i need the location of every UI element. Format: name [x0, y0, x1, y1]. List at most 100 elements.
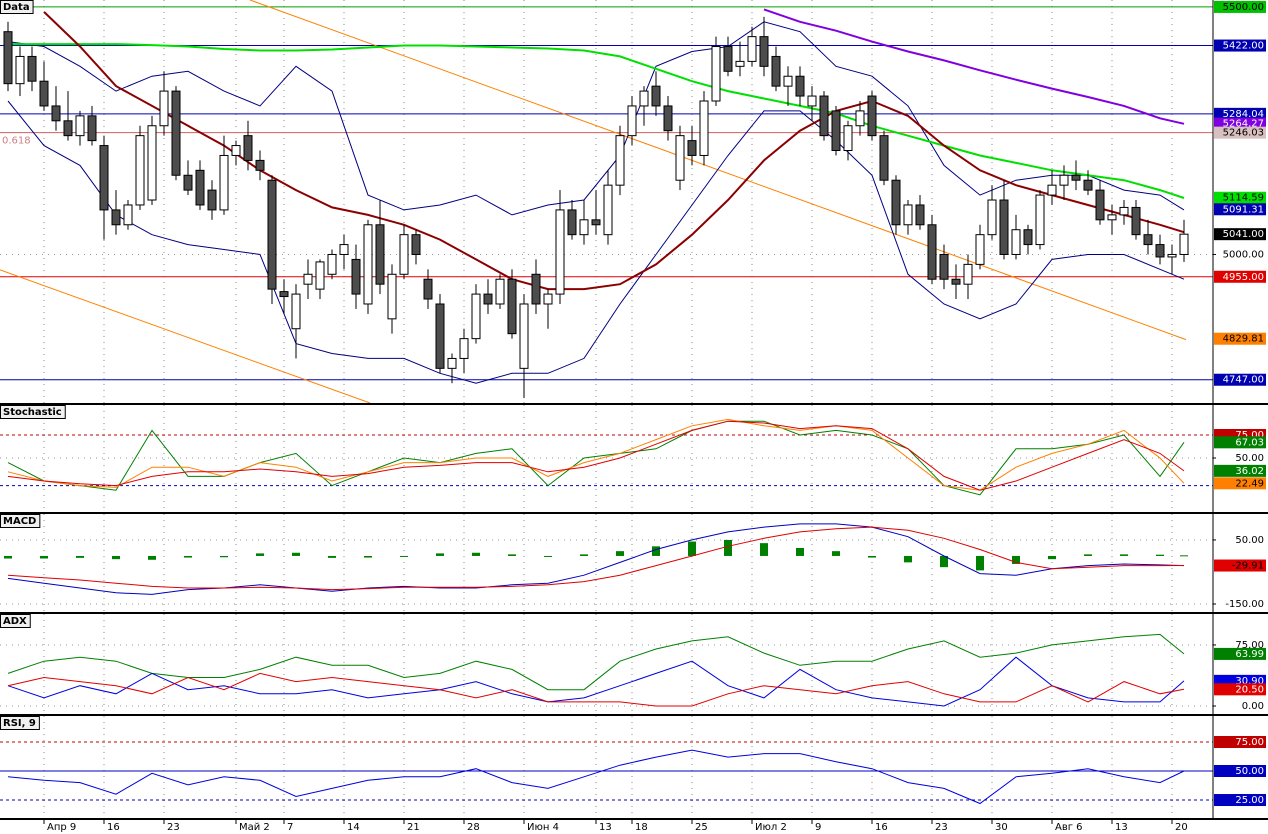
candle-body	[351, 258, 361, 295]
candle-body	[651, 85, 661, 107]
candle-body	[771, 55, 781, 87]
histogram-bar	[436, 553, 445, 556]
candle-body	[243, 135, 253, 161]
indicator-line	[7, 656, 1185, 707]
candle-body	[975, 234, 985, 265]
candle-body	[699, 100, 709, 156]
candle-body	[759, 36, 769, 67]
candle-body	[207, 189, 217, 211]
candle-body	[603, 184, 613, 236]
candle-body	[1179, 233, 1189, 255]
candle-body	[843, 125, 853, 152]
y-tick-label: 50.00	[1235, 535, 1264, 546]
candle-body	[459, 338, 469, 359]
panel-title: ADX	[3, 616, 27, 627]
candle-body	[783, 75, 793, 87]
histogram-bar	[364, 555, 373, 558]
histogram-bar	[580, 554, 588, 556]
histogram-bar	[328, 555, 337, 558]
price-tag	[1214, 464, 1266, 477]
price-tag-label: 5500.00	[1223, 2, 1264, 13]
histogram-bar	[1047, 555, 1056, 560]
candle-body	[171, 90, 181, 176]
price-tag-label: 5264.27	[1223, 119, 1264, 130]
candle-body	[267, 179, 277, 290]
price-tag-label: 4747.00	[1223, 375, 1264, 386]
x-tick-label: Июн 4	[527, 822, 559, 833]
candle-body	[387, 273, 397, 320]
price-tag	[1214, 39, 1266, 52]
price-tag-label: 75.00	[1235, 430, 1264, 441]
indicator-line	[7, 523, 1185, 595]
candle-body	[795, 75, 805, 97]
candle-body	[927, 224, 937, 280]
indicator-line	[7, 420, 1185, 496]
histogram-bar	[256, 553, 265, 556]
indicator-line	[7, 420, 1185, 491]
price-tag-label: 4955.00	[1223, 272, 1264, 283]
candle-body	[99, 145, 109, 211]
candle-body	[939, 253, 949, 280]
candle-body	[831, 110, 841, 152]
candle-body	[219, 154, 229, 211]
candle-body	[87, 115, 97, 142]
x-tick-label: 20	[1175, 822, 1188, 833]
histogram-bar	[1155, 554, 1164, 556]
indicator-line	[7, 526, 1185, 591]
candle-body	[687, 140, 697, 156]
price-tag	[1214, 647, 1266, 660]
histogram-bar	[795, 547, 804, 556]
histogram-bar	[831, 551, 840, 556]
candle-body	[39, 80, 49, 107]
candle-body	[291, 293, 301, 330]
price-tag	[1214, 117, 1266, 130]
histogram-bar	[76, 555, 85, 558]
price-tag-label: 22.49	[1235, 478, 1264, 489]
price-tag-label: 50.00	[1235, 766, 1264, 777]
x-tick-label: 25	[695, 822, 708, 833]
candle-body	[1047, 184, 1057, 196]
price-tag	[1214, 765, 1266, 778]
candle-body	[819, 95, 829, 137]
candle-body	[111, 209, 121, 226]
panel-title-box	[0, 614, 31, 628]
overlay-line	[7, 21, 1185, 216]
candle-body	[411, 234, 421, 255]
panel	[0, 716, 1213, 818]
histogram-bar	[939, 555, 948, 568]
indicator-line	[7, 633, 1185, 691]
price-tag	[1214, 107, 1266, 120]
candle-body	[1059, 174, 1069, 186]
y-tick-label: 5000.00	[1223, 249, 1264, 260]
histogram-bar	[1083, 554, 1092, 556]
price-tag-label: 20.50	[1235, 684, 1264, 695]
candle-body	[1119, 206, 1129, 216]
candle-body	[195, 169, 205, 206]
histogram-bar	[723, 539, 732, 556]
histogram-bar	[508, 554, 517, 556]
indicator-line	[7, 749, 1185, 805]
price-tag-label: 75.00	[1235, 737, 1264, 748]
histogram-bar	[687, 541, 696, 556]
y-tick-label: 50.00	[1235, 453, 1264, 464]
price-tag-label: 5284.04	[1223, 109, 1264, 120]
candle-body	[399, 234, 409, 275]
candle-body	[543, 293, 553, 305]
x-tick-label: 23	[935, 822, 948, 833]
overlay-line	[763, 8, 1185, 125]
candle-body	[15, 55, 25, 85]
candle-body	[303, 273, 313, 285]
x-tick-label: 30	[995, 822, 1008, 833]
price-tag	[1214, 735, 1266, 748]
candle-body	[363, 224, 373, 305]
candle-body	[747, 36, 757, 62]
price-tag-label: 4829.81	[1223, 334, 1264, 345]
x-tick-label: 21	[407, 822, 420, 833]
x-tick-label: Апр 9	[47, 822, 76, 833]
price-tag	[1214, 228, 1266, 241]
candle-body	[915, 204, 925, 226]
candle-body	[123, 204, 133, 226]
x-tick-label: 18	[635, 822, 648, 833]
price-tag-label: 63.99	[1235, 649, 1264, 660]
